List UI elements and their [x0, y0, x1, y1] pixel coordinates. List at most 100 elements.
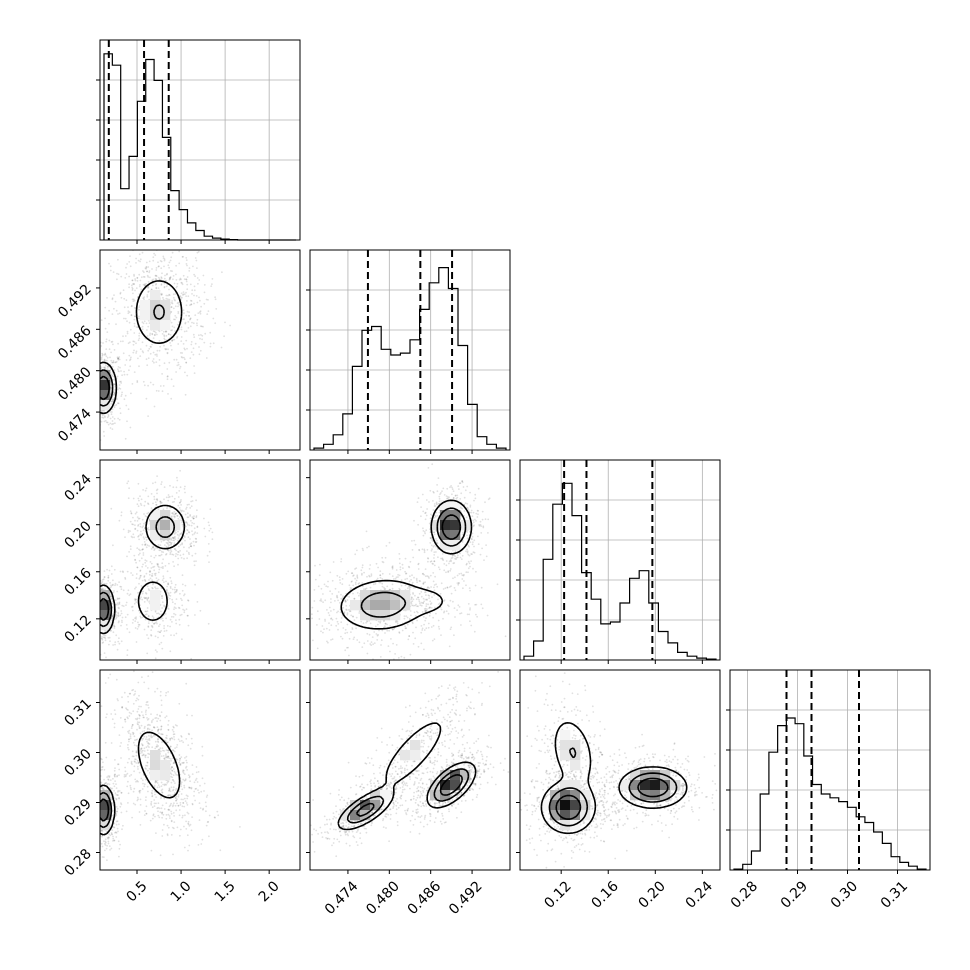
sample-point	[129, 328, 132, 331]
sample-point	[181, 356, 184, 359]
sample-point	[458, 482, 461, 485]
sample-point	[330, 610, 332, 612]
sample-point	[180, 532, 183, 534]
sample-point	[97, 796, 99, 798]
sample-point	[155, 269, 158, 271]
sample-point	[152, 582, 155, 585]
sample-point	[429, 612, 431, 615]
sample-point	[93, 611, 95, 613]
sample-point	[337, 628, 339, 631]
sample-point	[422, 602, 425, 604]
sample-point	[107, 577, 110, 579]
sample-point	[436, 503, 438, 506]
sample-point	[171, 302, 174, 305]
sample-point	[369, 586, 372, 589]
sample-point	[112, 375, 115, 378]
sample-point	[137, 259, 140, 262]
sample-point	[161, 562, 164, 565]
sample-point	[89, 605, 91, 607]
sample-point	[425, 605, 428, 607]
sample-point	[120, 791, 123, 794]
sample-point	[94, 825, 96, 827]
sample-point	[120, 588, 123, 591]
sample-point	[136, 280, 139, 282]
sample-point	[156, 488, 159, 491]
sample-point	[180, 356, 183, 358]
sample-point	[107, 365, 110, 368]
sample-point	[480, 525, 483, 527]
sample-point	[156, 622, 158, 625]
sample-point	[95, 377, 97, 379]
sample-point	[134, 289, 136, 292]
sample-point	[91, 361, 93, 363]
sample-point	[97, 810, 99, 812]
sample-point	[456, 609, 458, 611]
sample-point	[185, 314, 188, 317]
sample-point	[346, 646, 348, 649]
sample-point	[214, 322, 217, 325]
sample-point	[431, 463, 434, 466]
sample-point	[186, 529, 189, 532]
sample-point	[107, 413, 110, 416]
sample-point	[154, 622, 157, 624]
histogram-3	[733, 717, 927, 870]
sample-point	[376, 623, 379, 626]
sample-point	[155, 389, 158, 392]
sample-point	[185, 608, 188, 611]
sample-point	[93, 407, 95, 409]
sample-point	[433, 560, 436, 563]
sample-point	[95, 585, 97, 587]
sample-point	[175, 279, 178, 281]
sample-point	[132, 523, 135, 526]
sample-point	[452, 490, 455, 493]
sample-point	[441, 558, 444, 561]
sample-point	[436, 490, 439, 493]
sample-point	[449, 559, 452, 561]
sample-point	[92, 433, 94, 435]
sample-point	[438, 500, 441, 503]
sample-point	[94, 838, 96, 840]
sample-point	[183, 347, 186, 350]
sample-point	[441, 557, 444, 560]
sample-point	[162, 551, 165, 554]
sample-point	[101, 830, 104, 833]
sample-point	[135, 573, 138, 575]
sample-point	[95, 615, 97, 617]
sample-point	[451, 486, 453, 489]
sample-point	[152, 616, 155, 619]
sample-point	[143, 276, 146, 278]
sample-point	[423, 608, 426, 610]
sample-point	[124, 576, 126, 579]
sample-point	[169, 618, 172, 621]
sample-point	[111, 398, 114, 401]
density-bin	[450, 500, 461, 511]
sample-point	[127, 701, 130, 703]
sample-point	[424, 512, 426, 515]
sample-point	[151, 620, 154, 623]
sample-point	[153, 565, 156, 568]
sample-point	[350, 587, 353, 590]
sample-point	[175, 316, 178, 319]
sample-point	[178, 516, 181, 518]
sample-point	[156, 563, 159, 566]
sample-point	[142, 322, 145, 325]
sample-point	[128, 283, 131, 286]
sample-point	[161, 601, 164, 604]
sample-point	[129, 265, 132, 268]
sample-point	[461, 507, 464, 510]
sample-point	[394, 620, 397, 622]
sample-point	[81, 637, 83, 639]
sample-point	[322, 631, 324, 634]
sample-point	[101, 768, 103, 771]
sample-point	[461, 533, 464, 536]
sample-point	[117, 612, 120, 615]
sample-point	[161, 272, 163, 275]
sample-point	[130, 535, 133, 538]
sample-point	[175, 273, 177, 276]
sample-point	[89, 382, 91, 384]
sample-point	[154, 353, 157, 356]
sample-point	[175, 590, 178, 593]
sample-point	[137, 621, 139, 624]
sample-point	[454, 576, 456, 579]
sample-point	[91, 344, 93, 346]
